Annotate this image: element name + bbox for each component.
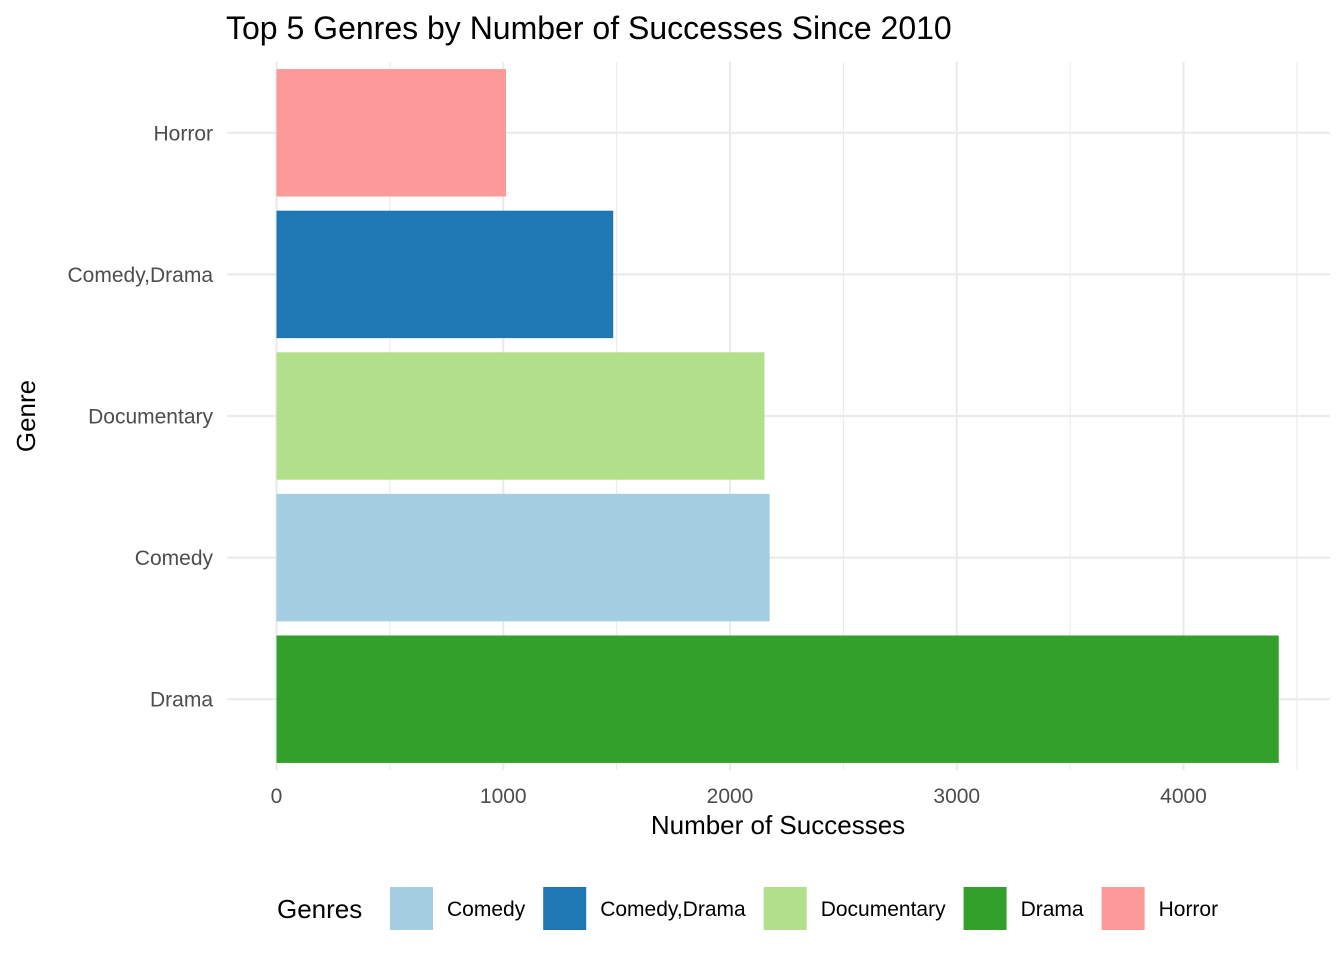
y-tick-label: Comedy	[135, 547, 214, 570]
y-tick-label: Documentary	[88, 406, 213, 429]
legend: Genres Comedy Comedy,Drama Documentary Dram…	[277, 887, 1218, 930]
bar-comedy	[276, 493, 770, 622]
legend-title: Genres	[277, 894, 362, 924]
x-axis-title: Number of Successes	[651, 810, 905, 840]
legend-key	[390, 887, 433, 930]
bar-comedy-drama	[276, 210, 614, 339]
bar-drama	[276, 635, 1279, 763]
x-tick-label: 0	[271, 785, 283, 808]
legend-key	[963, 887, 1007, 930]
y-tick-label: Drama	[150, 689, 213, 712]
legend-label: Documentary	[821, 898, 946, 921]
y-axis-tick-labels: Drama Comedy Documentary Comedy,Drama Horror	[68, 122, 214, 711]
x-tick-label: 2000	[707, 785, 754, 808]
legend-label: Horror	[1159, 898, 1219, 921]
bars	[276, 69, 1279, 763]
y-axis-title: Genre	[11, 380, 41, 452]
x-tick-label: 3000	[933, 785, 980, 808]
x-tick-label: 1000	[480, 785, 527, 808]
chart-title: Top 5 Genres by Number of Successes Sinc…	[226, 10, 952, 46]
legend-key	[1101, 887, 1145, 930]
legend-label: Drama	[1021, 898, 1084, 921]
y-tick-label: Horror	[153, 122, 213, 145]
legend-key	[543, 887, 587, 930]
legend-key	[763, 887, 807, 930]
x-axis-tick-labels: 0 1000 2000 3000 4000	[271, 785, 1207, 808]
bar-horror	[276, 69, 506, 197]
bar-documentary	[276, 352, 765, 480]
x-tick-label: 4000	[1160, 785, 1207, 808]
legend-label: Comedy	[447, 898, 526, 921]
y-tick-label: Comedy,Drama	[68, 264, 214, 287]
legend-label: Comedy,Drama	[600, 898, 746, 921]
